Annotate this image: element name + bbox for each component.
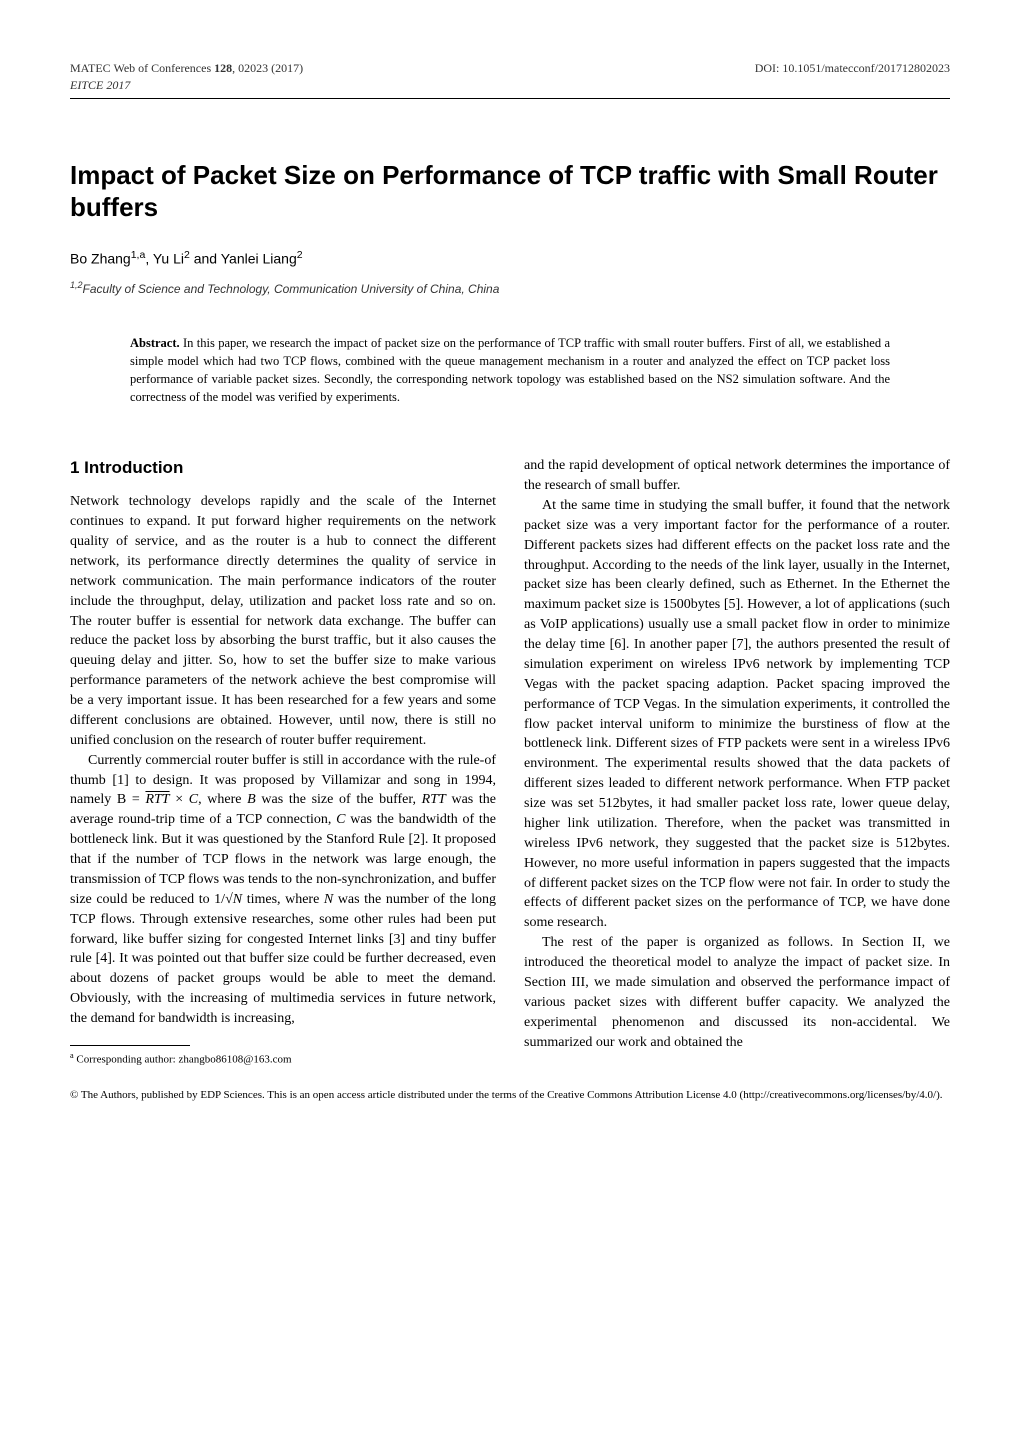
header-journal: MATEC Web of Conferences [70,61,211,75]
affiliation: 1,2Faculty of Science and Technology, Co… [70,279,950,298]
license-text: © The Authors, published by EDP Sciences… [70,1088,950,1103]
abstract-text: In this paper, we research the impact of… [130,336,890,404]
authors: Bo Zhang1,a, Yu Li2 and Yanlei Liang2 [70,248,950,269]
two-column-body: 1 Introduction Network technology develo… [70,456,950,1068]
header-conf: EITCE 2017 [70,78,130,92]
intro-paragraph-3: and the rapid development of optical net… [524,456,950,496]
abstract: Abstract. In this paper, we research the… [130,334,890,407]
intro-paragraph-2: Currently commercial router buffer is st… [70,751,496,1029]
right-column: and the rapid development of optical net… [524,456,950,1068]
header-right-doi: DOI: 10.1051/matecconf/201712802023 [755,60,950,94]
intro-paragraph-4: At the same time in studying the small b… [524,496,950,933]
intro-paragraph-1: Network technology develops rapidly and … [70,492,496,750]
intro-paragraph-5: The rest of the paper is organized as fo… [524,933,950,1052]
section-1-heading: 1 Introduction [70,456,496,480]
header-vol: 128 [214,61,232,75]
footnote-divider [70,1045,190,1046]
header-left: MATEC Web of Conferences 128, 02023 (201… [70,60,303,94]
abstract-label: Abstract. [130,336,180,350]
left-column: 1 Introduction Network technology develo… [70,456,496,1068]
header-divider [70,98,950,99]
header-article: , 02023 (2017) [232,61,303,75]
paper-title: Impact of Packet Size on Performance of … [70,159,950,224]
running-header: MATEC Web of Conferences 128, 02023 (201… [70,60,950,94]
corresponding-footnote: a Corresponding author: zhangbo86108@163… [70,1050,496,1068]
